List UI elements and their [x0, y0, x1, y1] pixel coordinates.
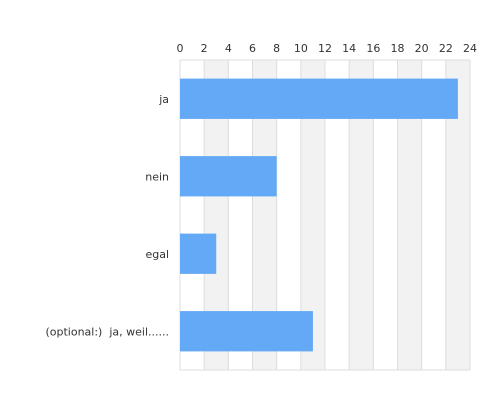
- x-tick-label: 18: [391, 42, 405, 55]
- y-axis-labels: ja nein egal (optional:) ja, weil......: [45, 93, 169, 339]
- x-tick-label: 14: [342, 42, 356, 55]
- bars: [180, 78, 458, 352]
- x-tick-label: 10: [294, 42, 308, 55]
- bar: [180, 233, 217, 274]
- x-tick-label: 20: [415, 42, 429, 55]
- y-category-label: nein: [145, 170, 169, 183]
- x-tick-label: 16: [366, 42, 380, 55]
- x-tick-label: 4: [225, 42, 232, 55]
- y-category-label: (optional:) ja, weil......: [45, 325, 169, 338]
- y-category-label: ja: [158, 93, 169, 106]
- bar: [180, 156, 277, 197]
- y-category-label: egal: [145, 248, 169, 261]
- bar: [180, 78, 458, 119]
- x-tick-label: 8: [273, 42, 280, 55]
- x-tick-label: 12: [318, 42, 332, 55]
- x-tick-label: 22: [439, 42, 453, 55]
- x-tick-label: 6: [249, 42, 256, 55]
- x-axis-ticks: 0 2 4 6 8 10 12 14 16 18 20 22 24: [177, 42, 478, 55]
- x-tick-label: 0: [177, 42, 184, 55]
- bar: [180, 311, 313, 352]
- x-tick-label: 24: [463, 42, 477, 55]
- x-tick-label: 2: [201, 42, 208, 55]
